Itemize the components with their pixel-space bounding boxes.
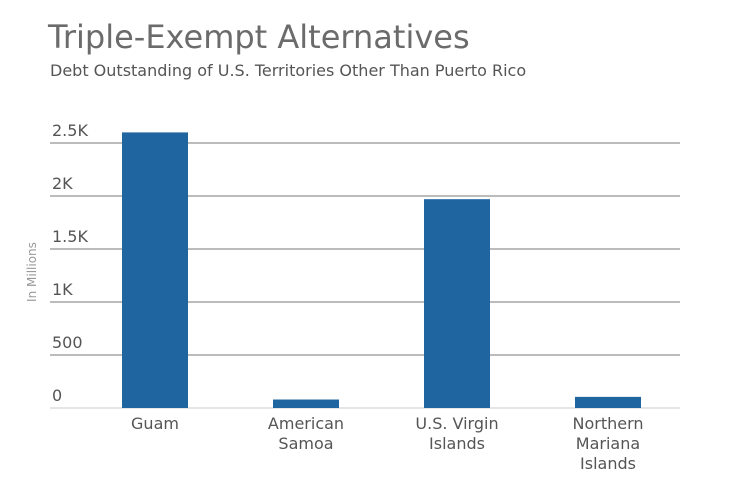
bar	[424, 199, 490, 408]
x-tick-label: American Samoa	[268, 414, 344, 453]
x-tick-label: Guam	[131, 414, 179, 433]
bar	[122, 132, 188, 408]
y-tick-label: 1K	[52, 280, 73, 299]
x-tick-label: U.S. Virgin Islands	[415, 414, 498, 453]
chart-subtitle: Debt Outstanding of U.S. Territories Oth…	[50, 61, 527, 80]
y-tick-label: 500	[52, 333, 83, 352]
chart-title: Triple-Exempt Alternatives	[48, 18, 470, 56]
y-tick-label: 2K	[52, 174, 73, 193]
y-tick-label: 1.5K	[52, 227, 88, 246]
x-tick-label: Northern Mariana Islands	[572, 414, 643, 473]
bar	[273, 399, 339, 408]
bar	[575, 396, 641, 408]
y-tick-label: 0	[52, 386, 62, 405]
y-tick-label: 2.5K	[52, 121, 88, 140]
